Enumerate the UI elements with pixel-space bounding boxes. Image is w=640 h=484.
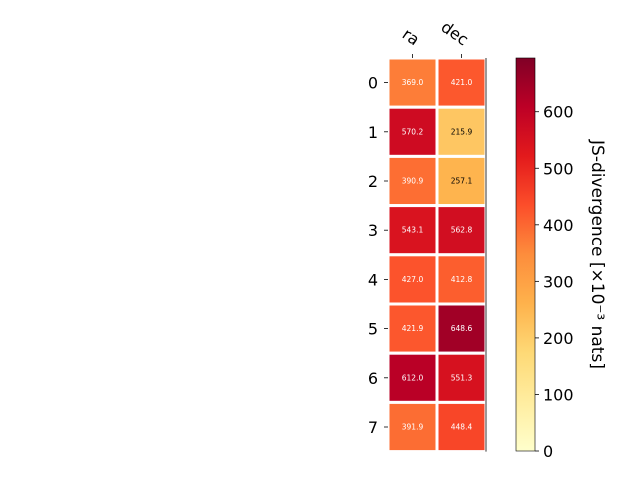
heatmap-cell <box>435 253 488 306</box>
row-tick-label: 2 <box>368 172 378 191</box>
colorbar-tick-label: 600 <box>543 103 574 122</box>
row-tick-label: 3 <box>368 221 378 240</box>
row-tick-label: 1 <box>368 123 378 142</box>
colorbar: 0 100 200 300 400 500 600 JS-divergence [×10⁻³ … <box>515 57 607 461</box>
row-tick-label: 0 <box>368 74 378 93</box>
heatmap-axes: ra dec 0 1 2 3 4 5 6 7 <box>368 17 487 452</box>
cell-value-label: 570.2 <box>402 127 424 136</box>
cell-value-label: 391.9 <box>402 423 424 432</box>
cell-value-label: 412.8 <box>451 275 473 284</box>
cell-value-label: 562.8 <box>451 226 473 235</box>
cell-value-label: 390.9 <box>402 177 424 186</box>
column-tick-label: dec <box>438 17 472 49</box>
cell-value-label: 369.0 <box>402 78 424 87</box>
cell-value-label: 448.4 <box>451 423 473 432</box>
row-tick-label: 4 <box>368 270 378 289</box>
cell-value-label: 257.1 <box>451 177 473 186</box>
row-tick-label: 7 <box>368 418 378 437</box>
cell-value-label: 427.0 <box>402 275 424 284</box>
cell-value-label: 215.9 <box>451 127 473 136</box>
heatmap-cells: 369.0 421.0 570.2 215.9 390.9 257.1 543.1 562.8… <box>386 56 488 454</box>
colorbar-tick-label: 200 <box>543 329 574 348</box>
colorbar-tick-label: 0 <box>543 442 553 461</box>
cell-value-label: 648.6 <box>451 324 473 333</box>
cell-value-label: 551.3 <box>451 373 473 382</box>
cell-value-label: 612.0 <box>402 373 424 382</box>
colorbar-tick-label: 100 <box>543 385 574 404</box>
cell-value-label: 421.9 <box>402 324 424 333</box>
heatmap-cell <box>435 400 488 454</box>
heatmap-cell <box>435 204 488 257</box>
colorbar-label: JS-divergence [×10⁻³ nats] <box>587 139 607 369</box>
column-tick-label: ra <box>399 24 423 49</box>
row-tick-label: 6 <box>368 369 378 388</box>
cell-value-label: 543.1 <box>402 226 424 235</box>
colorbar-tick-label: 300 <box>543 272 574 291</box>
colorbar-gradient <box>515 57 536 452</box>
colorbar-tick-label: 500 <box>543 159 574 178</box>
row-tick-label: 5 <box>368 320 378 339</box>
colorbar-tick-label: 400 <box>543 216 574 235</box>
cell-value-label: 421.0 <box>451 78 473 87</box>
